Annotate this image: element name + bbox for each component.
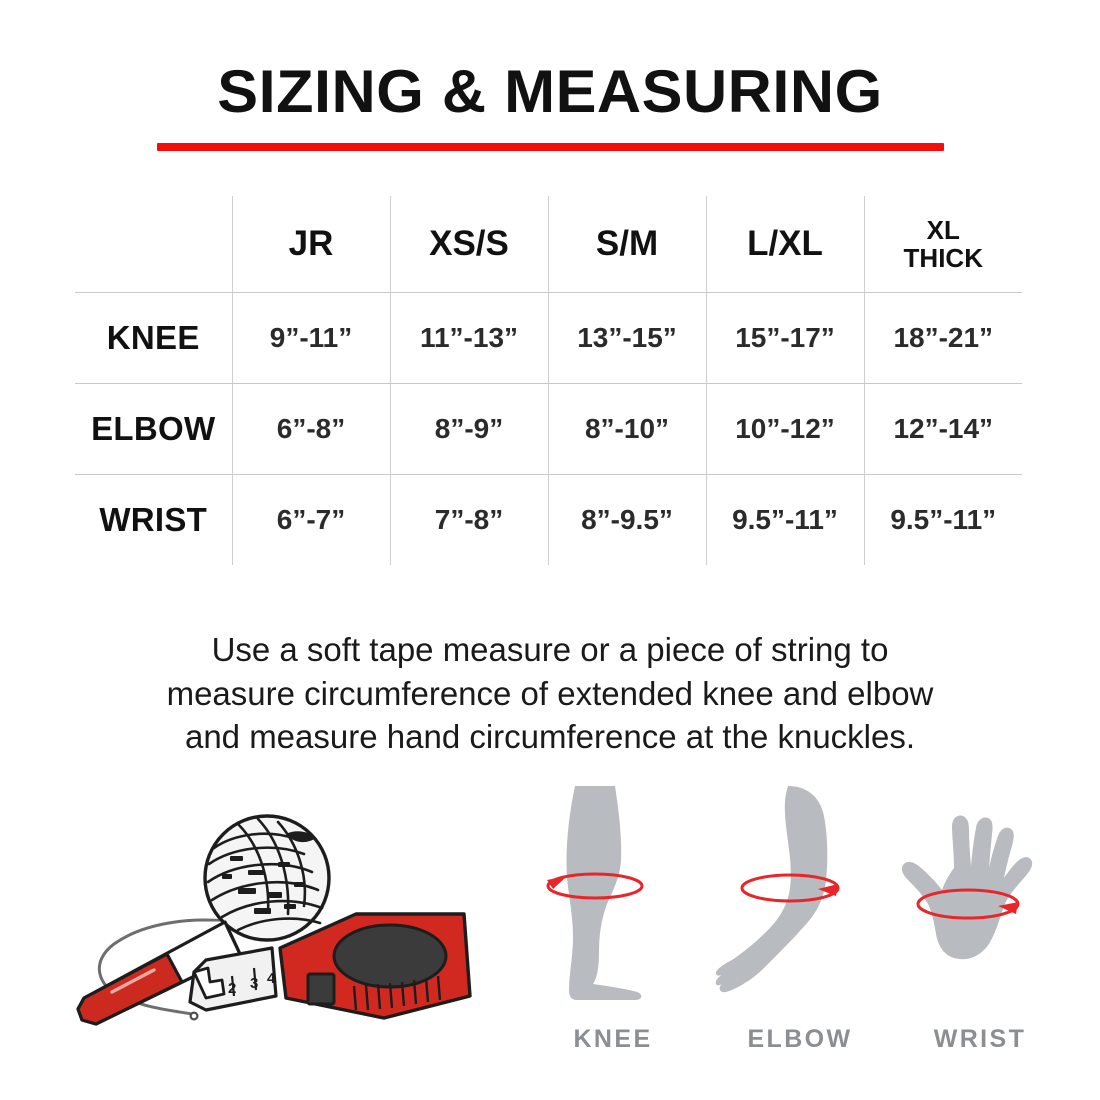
cell-value: 15”-17” xyxy=(735,322,835,353)
illustration-row: 2 3 4 KNEE ELBOW xyxy=(0,786,1100,1086)
cell-value: 18”-21” xyxy=(893,322,994,353)
column-header-label: JR xyxy=(288,224,334,264)
cell-wrist-xl-thick: 9.5”-11” xyxy=(863,474,1022,565)
cell-value: 10”-12” xyxy=(735,413,835,444)
figure-wrist: WRIST xyxy=(890,786,1070,1086)
figure-elbow: ELBOW xyxy=(710,786,890,1086)
column-header-l-xl: L/XL xyxy=(705,196,864,293)
sizing-table-container: JR XS/S S/M L/XL XL THICK KNEE 9”-11” xyxy=(75,196,1022,568)
cell-value: 8”-9.5” xyxy=(581,504,673,535)
row-label-wrist: WRIST xyxy=(99,501,208,538)
cell-value: 9.5”-11” xyxy=(732,504,838,535)
page-header: SIZING & MEASURING xyxy=(0,62,1100,151)
cell-value: 9”-11” xyxy=(269,322,353,353)
row-label-elbow: ELBOW xyxy=(75,383,232,475)
table-row: ELBOW 6”-8” 8”-9” 8”-10” 10”-12” 12”-14” xyxy=(75,383,1022,475)
cell-value: 11”-13” xyxy=(419,322,519,353)
cell-value: 8”-9” xyxy=(434,413,504,444)
table-row: KNEE 9”-11” 11”-13” 13”-15” 15”-17” 18”-… xyxy=(75,292,1022,384)
cell-knee-xl-thick: 18”-21” xyxy=(863,292,1022,384)
tape-measure-icon: 2 3 4 xyxy=(188,912,472,1020)
instructions-line-3: and measure hand circumference at the kn… xyxy=(184,718,916,756)
page-title: SIZING & MEASURING xyxy=(217,58,883,125)
cell-wrist-l-xl: 9.5”-11” xyxy=(705,474,864,565)
measuring-instructions: Use a soft tape measure or a piece of st… xyxy=(50,628,1050,759)
cell-value: 6”-7” xyxy=(276,504,346,535)
column-header-line2: THICK xyxy=(903,243,983,273)
cell-elbow-xl-thick: 12”-14” xyxy=(863,383,1022,475)
instructions-line-1: Use a soft tape measure or a piece of st… xyxy=(211,631,889,668)
column-header-label: S/M xyxy=(595,224,659,264)
tape-number-2: 2 xyxy=(228,980,236,997)
cell-elbow-xs-s: 8”-9” xyxy=(389,383,548,475)
hand-silhouette-icon xyxy=(901,815,1033,960)
column-header-jr: JR xyxy=(231,196,390,293)
cell-value: 9.5”-11” xyxy=(890,504,997,535)
cell-knee-xs-s: 11”-13” xyxy=(389,292,548,384)
measuring-tools-illustration: 2 3 4 xyxy=(72,796,472,1031)
cell-value: 13”-15” xyxy=(577,322,677,353)
cell-wrist-jr: 6”-7” xyxy=(231,474,390,565)
column-header-label: XL THICK xyxy=(904,216,983,272)
cell-value: 7”-8” xyxy=(434,504,504,535)
cell-elbow-s-m: 8”-10” xyxy=(547,383,706,475)
cell-knee-l-xl: 15”-17” xyxy=(705,292,864,384)
tape-number-3: 3 xyxy=(250,975,258,992)
tape-number-4: 4 xyxy=(267,970,276,987)
figure-caption-knee: KNEE xyxy=(573,1025,653,1053)
string-ball-icon xyxy=(203,814,331,942)
tape-measure-string-icon: 2 3 4 xyxy=(76,814,472,1026)
cell-elbow-l-xl: 10”-12” xyxy=(705,383,864,475)
title-underline-rule xyxy=(156,143,944,151)
table-corner-cell xyxy=(75,196,232,293)
column-header-label: XS/S xyxy=(429,224,509,264)
cell-knee-jr: 9”-11” xyxy=(231,292,390,384)
figure-caption-wrist: WRIST xyxy=(933,1025,1027,1053)
column-header-xl-thick: XL THICK xyxy=(863,196,1022,293)
row-label-knee: KNEE xyxy=(75,292,232,384)
instructions-line-2: measure circumference of extended knee a… xyxy=(166,674,934,712)
cell-value: 6”-8” xyxy=(276,413,346,444)
cell-wrist-s-m: 8”-9.5” xyxy=(547,474,706,565)
column-header-line1: XL xyxy=(926,214,960,245)
table-row: WRIST 6”-7” 7”-8” 8”-9.5” 9.5”-11” 9.5”-… xyxy=(75,474,1022,565)
figure-caption-elbow: ELBOW xyxy=(747,1025,853,1053)
cell-value: 8”-10” xyxy=(584,413,670,444)
body-measurement-figures: KNEE ELBOW WRIST xyxy=(505,786,1075,1086)
column-header-s-m: S/M xyxy=(547,196,706,293)
table-header-row: JR XS/S S/M L/XL XL THICK xyxy=(75,196,1022,293)
cell-knee-s-m: 13”-15” xyxy=(547,292,706,384)
cell-value: 12”-14” xyxy=(893,413,994,444)
arm-silhouette-icon xyxy=(715,786,840,993)
column-header-xs-s: XS/S xyxy=(389,196,548,293)
sizing-table: JR XS/S S/M L/XL XL THICK KNEE 9”-11” xyxy=(75,196,1022,565)
cell-elbow-jr: 6”-8” xyxy=(231,383,390,475)
leg-silhouette-icon xyxy=(546,786,644,1000)
figure-knee: KNEE xyxy=(523,786,703,1086)
column-header-label: L/XL xyxy=(747,224,823,264)
cell-wrist-xs-s: 7”-8” xyxy=(389,474,548,565)
